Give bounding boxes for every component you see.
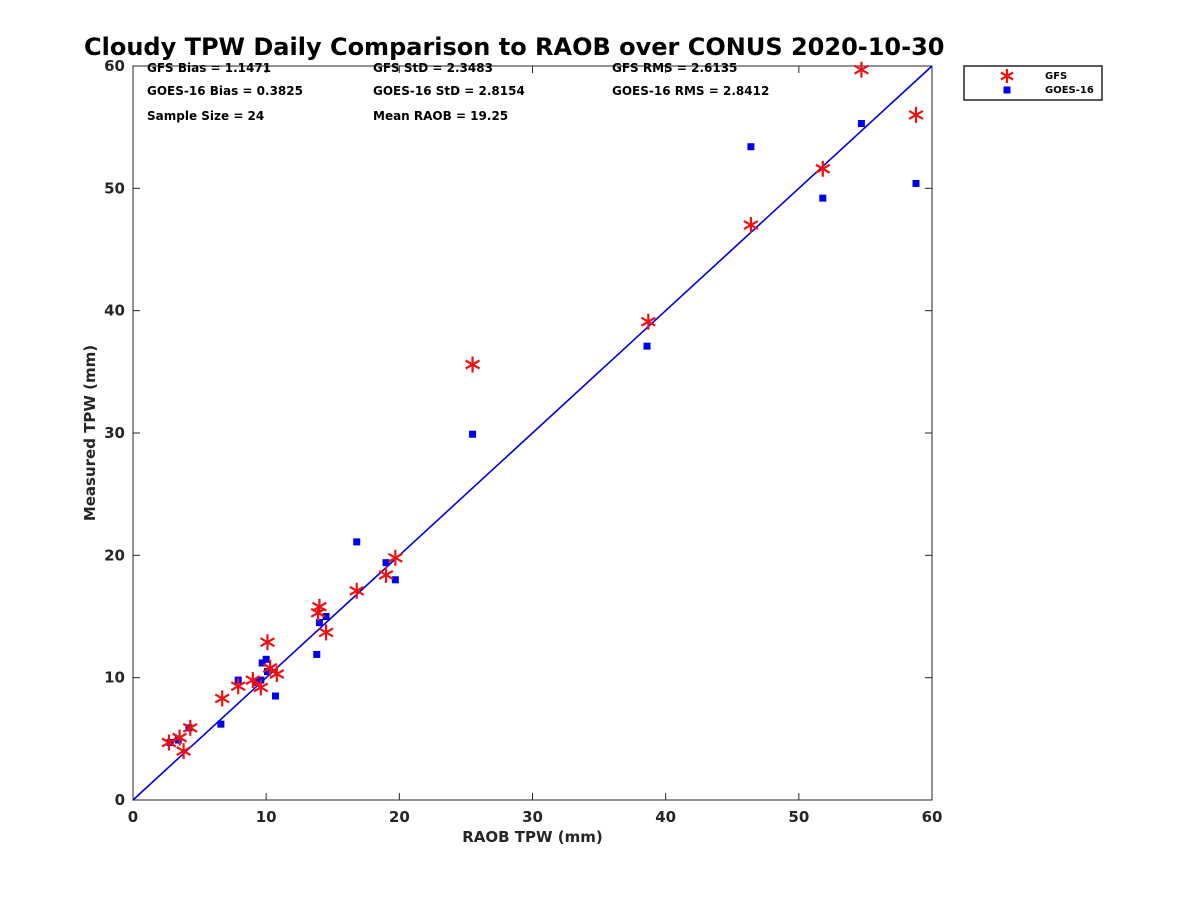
x-tick-label: 0 xyxy=(128,808,138,826)
gfs-point xyxy=(311,598,327,615)
chart-title: Cloudy TPW Daily Comparison to RAOB over… xyxy=(84,33,944,61)
x-axis-ticks: 0 10 20 30 40 50 60 xyxy=(128,66,943,826)
goes16-point xyxy=(258,659,266,667)
goes16-point xyxy=(262,655,270,663)
x-tick-label: 50 xyxy=(788,808,809,826)
y-tick-label: 30 xyxy=(104,424,125,442)
legend-label: GOES-16 xyxy=(1045,85,1094,96)
goes16-point xyxy=(643,342,651,350)
goes16-point xyxy=(315,619,323,627)
goes16-point xyxy=(322,613,330,620)
plot-area: 0 10 20 30 40 50 60 0 10 20 30 40 50 60 GFS Bias = 1… xyxy=(104,57,942,826)
x-axis-label: RAOB TPW (mm) xyxy=(462,828,603,846)
gfs-point xyxy=(743,217,759,234)
gfs-point xyxy=(318,624,334,641)
goes16-point xyxy=(271,692,279,700)
stats-annotations: GFS Bias = 1.1471 GOES-16 Bias = 0.3825 Sa… xyxy=(147,61,769,123)
gfs-point xyxy=(465,356,481,373)
series-goes-16 xyxy=(166,119,920,747)
gfs-point xyxy=(245,672,261,689)
goes16-point xyxy=(747,143,755,151)
legend-item-gfs: GFS xyxy=(1000,69,1067,83)
gfs-point xyxy=(182,719,198,736)
stat-annotation: GOES-16 RMS = 2.8412 xyxy=(612,84,769,98)
y-tick-label: 0 xyxy=(115,791,125,809)
y-tick-label: 40 xyxy=(104,302,125,320)
y-tick-label: 60 xyxy=(104,57,125,75)
stat-annotation: GFS RMS = 2.6135 xyxy=(612,61,737,75)
one-to-one-reference-line xyxy=(132,65,933,801)
gfs-point xyxy=(176,743,192,760)
gfs-point xyxy=(349,582,365,599)
x-tick-label: 20 xyxy=(389,808,410,826)
goes16-point xyxy=(391,576,399,584)
goes16-point xyxy=(263,668,271,676)
gfs-point xyxy=(640,313,656,330)
x-tick-label: 10 xyxy=(256,808,277,826)
gfs-point xyxy=(853,61,869,78)
legend-box xyxy=(963,65,1103,101)
stat-annotation: Sample Size = 24 xyxy=(147,109,264,123)
goes16-point xyxy=(469,430,477,438)
legend-items: GFS GOES-16 xyxy=(1000,69,1094,96)
legend: GFS GOES-16 xyxy=(963,65,1103,101)
goes16-point xyxy=(313,650,321,658)
gfs-point xyxy=(230,678,246,695)
gfs-point xyxy=(387,549,403,566)
goes16-point xyxy=(174,736,182,744)
gfs-point xyxy=(269,665,285,682)
y-tick-label: 20 xyxy=(104,546,125,564)
legend-goes16-marker xyxy=(1003,86,1011,94)
stat-annotation: GOES-16 Bias = 0.3825 xyxy=(147,84,303,98)
y-axis-label: Measured TPW (mm) xyxy=(81,345,99,521)
legend-item-goes-16: GOES-16 xyxy=(1003,85,1094,96)
gfs-point xyxy=(262,659,278,676)
stat-annotation: Mean RAOB = 19.25 xyxy=(373,109,508,123)
x-tick-label: 40 xyxy=(655,808,676,826)
stat-annotation: GFS Bias = 1.1471 xyxy=(147,61,271,75)
goes16-point xyxy=(353,538,361,546)
gfs-point xyxy=(378,566,394,583)
legend-gfs-marker xyxy=(1000,69,1014,83)
goes16-point xyxy=(819,194,827,202)
y-tick-label: 50 xyxy=(104,179,125,197)
stat-annotation: GOES-16 StD = 2.8154 xyxy=(373,84,525,98)
gfs-point xyxy=(253,679,269,696)
goes16-point xyxy=(912,179,920,187)
y-tick-label: 10 xyxy=(104,669,125,687)
gfs-point xyxy=(161,734,177,751)
gfs-point xyxy=(908,106,924,123)
gfs-point xyxy=(260,634,275,651)
series-gfs xyxy=(161,61,924,760)
y-axis-ticks: 0 10 20 30 40 50 60 xyxy=(104,57,932,809)
series-layer xyxy=(161,61,924,760)
gfs-point xyxy=(815,160,831,177)
gfs-point xyxy=(214,690,230,707)
legend-label: GFS xyxy=(1045,71,1067,82)
goes16-point xyxy=(217,720,225,728)
goes16-point xyxy=(382,559,390,567)
stat-annotation: GFS StD = 2.3483 xyxy=(373,61,493,75)
x-tick-label: 30 xyxy=(522,808,543,826)
x-tick-label: 60 xyxy=(922,808,943,826)
gfs-point xyxy=(172,729,188,746)
goes16-point xyxy=(857,119,865,127)
